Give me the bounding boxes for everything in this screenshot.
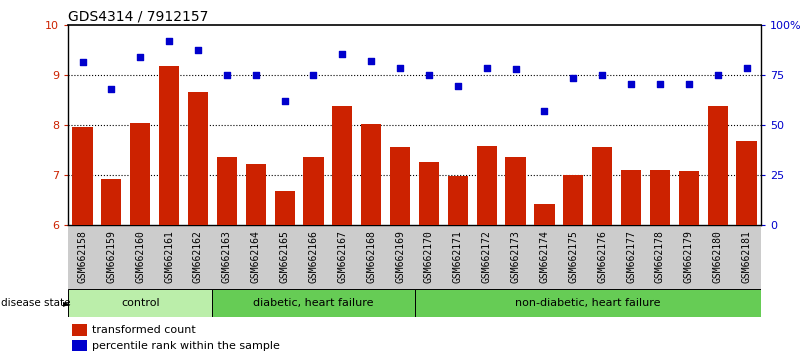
Point — [538, 108, 551, 114]
Text: GSM662162: GSM662162 — [193, 230, 203, 283]
Text: GSM662180: GSM662180 — [713, 230, 723, 283]
Bar — [212, 289, 415, 317]
Bar — [101, 179, 122, 225]
Bar — [592, 147, 612, 225]
Point — [740, 65, 753, 71]
Bar — [477, 146, 497, 225]
Point — [220, 72, 233, 78]
Point — [654, 81, 666, 87]
Text: GSM662175: GSM662175 — [568, 230, 578, 283]
Text: GSM662166: GSM662166 — [308, 230, 319, 283]
Bar — [707, 106, 728, 225]
Text: GSM662168: GSM662168 — [366, 230, 376, 283]
Bar — [275, 191, 295, 225]
Point — [481, 65, 493, 71]
Text: GSM662178: GSM662178 — [655, 230, 665, 283]
Point — [711, 72, 724, 78]
Bar — [419, 162, 439, 225]
Text: GDS4314 / 7912157: GDS4314 / 7912157 — [68, 10, 208, 24]
Bar — [678, 171, 699, 225]
Bar — [621, 170, 641, 225]
Text: transformed count: transformed count — [91, 325, 195, 335]
Bar — [246, 164, 266, 225]
Text: GSM662173: GSM662173 — [510, 230, 521, 283]
Text: diabetic, heart failure: diabetic, heart failure — [253, 298, 374, 308]
Bar — [72, 127, 93, 225]
Point — [423, 72, 436, 78]
Bar — [390, 147, 410, 225]
Text: percentile rank within the sample: percentile rank within the sample — [91, 341, 280, 350]
Text: GSM662169: GSM662169 — [395, 230, 405, 283]
Text: GSM662177: GSM662177 — [626, 230, 636, 283]
Bar — [563, 175, 583, 225]
Text: GSM662164: GSM662164 — [251, 230, 261, 283]
Text: GSM662171: GSM662171 — [453, 230, 463, 283]
Bar — [130, 123, 151, 225]
Text: disease state: disease state — [1, 298, 70, 308]
Text: GSM662181: GSM662181 — [742, 230, 751, 283]
Bar — [534, 204, 554, 225]
Text: GSM662176: GSM662176 — [598, 230, 607, 283]
Bar — [505, 157, 525, 225]
Point — [336, 51, 348, 57]
Bar — [188, 92, 208, 225]
Text: GSM662167: GSM662167 — [337, 230, 348, 283]
Text: GSM662163: GSM662163 — [222, 230, 231, 283]
Text: control: control — [121, 298, 159, 308]
Point — [163, 38, 175, 44]
Bar — [71, 339, 87, 351]
Bar — [361, 124, 381, 225]
Text: GSM662170: GSM662170 — [424, 230, 434, 283]
Bar — [159, 66, 179, 225]
Text: GSM662174: GSM662174 — [539, 230, 549, 283]
Point — [625, 81, 638, 87]
Text: GSM662158: GSM662158 — [78, 230, 87, 283]
Point — [452, 83, 465, 88]
Text: GSM662159: GSM662159 — [107, 230, 116, 283]
Bar — [650, 170, 670, 225]
Bar — [68, 289, 212, 317]
Point — [509, 66, 522, 72]
Point — [191, 47, 204, 53]
Text: GSM662172: GSM662172 — [481, 230, 492, 283]
Text: ►: ► — [62, 298, 70, 308]
Bar — [332, 106, 352, 225]
Point — [105, 86, 118, 92]
Bar — [304, 157, 324, 225]
Bar — [71, 324, 87, 336]
Text: GSM662179: GSM662179 — [684, 230, 694, 283]
Point — [307, 72, 320, 78]
Text: non-diabetic, heart failure: non-diabetic, heart failure — [515, 298, 661, 308]
Point — [249, 72, 262, 78]
Text: GSM662161: GSM662161 — [164, 230, 174, 283]
Bar — [415, 289, 761, 317]
Text: GSM662165: GSM662165 — [280, 230, 290, 283]
Bar — [217, 157, 237, 225]
Point — [278, 98, 291, 104]
Point — [682, 81, 695, 87]
Point — [134, 55, 147, 60]
Bar — [448, 176, 468, 225]
Text: GSM662160: GSM662160 — [135, 230, 145, 283]
Point — [76, 59, 89, 65]
Point — [364, 58, 377, 64]
Point — [393, 65, 406, 71]
Point — [596, 72, 609, 78]
Point — [567, 75, 580, 81]
Bar — [736, 141, 757, 225]
